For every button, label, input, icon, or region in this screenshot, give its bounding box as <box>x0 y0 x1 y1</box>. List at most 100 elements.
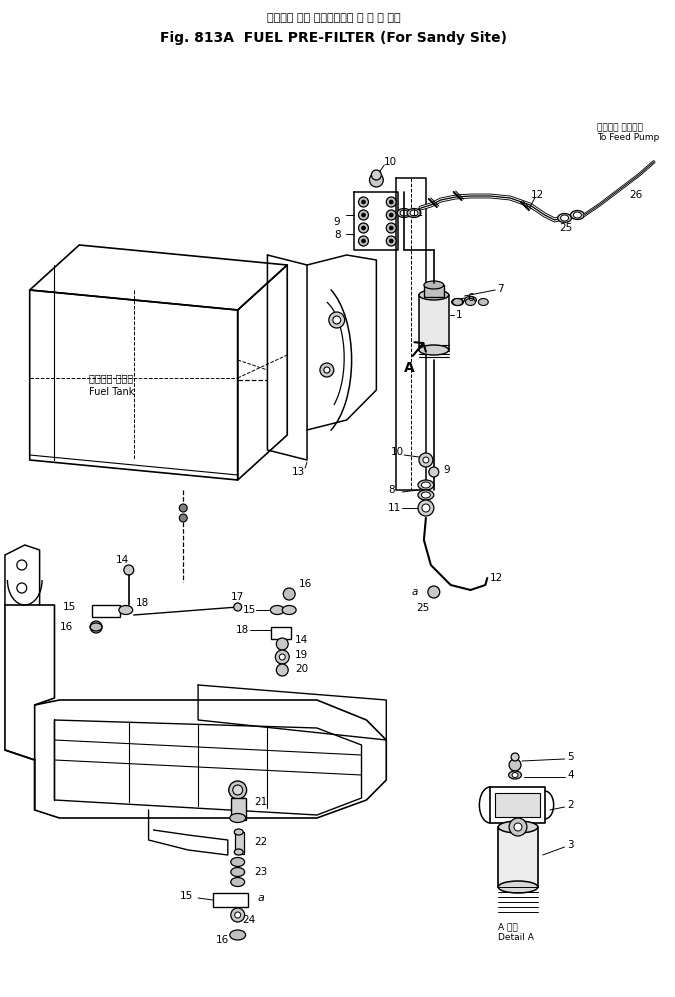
Ellipse shape <box>231 867 244 876</box>
Text: 15: 15 <box>180 891 194 901</box>
Ellipse shape <box>271 605 284 614</box>
Circle shape <box>386 223 396 233</box>
Bar <box>495 793 540 817</box>
Circle shape <box>276 638 288 650</box>
Text: 7: 7 <box>497 284 504 294</box>
Text: a: a <box>258 893 265 903</box>
Text: 16: 16 <box>59 622 73 632</box>
Circle shape <box>235 912 241 918</box>
Text: 21: 21 <box>254 797 268 807</box>
Circle shape <box>362 239 365 243</box>
Circle shape <box>358 210 369 220</box>
Circle shape <box>17 560 27 570</box>
Ellipse shape <box>418 480 434 490</box>
Ellipse shape <box>574 212 581 218</box>
Text: 20: 20 <box>295 664 308 674</box>
Circle shape <box>428 586 439 598</box>
Circle shape <box>362 200 365 204</box>
Circle shape <box>231 908 244 922</box>
Circle shape <box>180 514 187 522</box>
Circle shape <box>389 239 394 243</box>
Circle shape <box>124 565 134 575</box>
Text: 25: 25 <box>560 223 573 233</box>
Text: A 詳細: A 詳細 <box>498 922 518 931</box>
Circle shape <box>423 457 429 463</box>
Circle shape <box>362 213 365 217</box>
Ellipse shape <box>231 857 244 866</box>
Text: 14: 14 <box>295 635 308 645</box>
Circle shape <box>389 226 394 230</box>
Text: 9: 9 <box>443 465 450 475</box>
Ellipse shape <box>419 290 449 300</box>
Circle shape <box>180 504 187 512</box>
Text: 15: 15 <box>62 602 76 612</box>
Ellipse shape <box>230 814 246 823</box>
Text: 22: 22 <box>254 837 268 847</box>
Circle shape <box>358 223 369 233</box>
Text: 15: 15 <box>242 605 256 615</box>
Circle shape <box>329 312 345 328</box>
Ellipse shape <box>498 821 538 833</box>
Circle shape <box>514 823 522 831</box>
Text: 16: 16 <box>216 935 230 945</box>
Text: 18: 18 <box>236 625 249 635</box>
Bar <box>419 295 449 350</box>
Text: Fuel Tank: Fuel Tank <box>89 387 134 397</box>
Ellipse shape <box>424 281 443 289</box>
Text: 8: 8 <box>333 230 340 240</box>
Text: 11: 11 <box>388 503 402 513</box>
Circle shape <box>509 818 527 836</box>
Circle shape <box>511 753 519 761</box>
Circle shape <box>389 200 394 204</box>
Text: 18: 18 <box>136 598 149 608</box>
Circle shape <box>369 173 383 187</box>
Ellipse shape <box>407 208 421 217</box>
Ellipse shape <box>421 482 431 488</box>
Ellipse shape <box>234 849 243 855</box>
Ellipse shape <box>234 829 243 835</box>
Text: 3: 3 <box>568 840 574 850</box>
Ellipse shape <box>464 296 477 303</box>
Circle shape <box>233 785 242 795</box>
Ellipse shape <box>418 490 434 500</box>
Ellipse shape <box>466 298 475 305</box>
Ellipse shape <box>512 773 518 778</box>
Ellipse shape <box>498 881 538 893</box>
Circle shape <box>90 621 102 633</box>
Text: 10: 10 <box>384 157 398 167</box>
Circle shape <box>418 500 434 516</box>
Bar <box>424 285 443 297</box>
Ellipse shape <box>453 298 462 305</box>
Text: a: a <box>412 587 418 597</box>
Text: 25: 25 <box>416 603 429 613</box>
Bar <box>92 605 120 617</box>
Text: 19: 19 <box>295 650 308 660</box>
Text: A: A <box>404 361 415 375</box>
Ellipse shape <box>400 210 408 216</box>
Text: 24: 24 <box>242 915 256 925</box>
Ellipse shape <box>479 298 488 305</box>
Ellipse shape <box>419 345 449 355</box>
Ellipse shape <box>558 213 572 222</box>
Text: 8: 8 <box>388 485 395 495</box>
Text: 4: 4 <box>568 770 574 780</box>
Circle shape <box>320 363 333 377</box>
Circle shape <box>333 316 341 324</box>
Circle shape <box>509 759 521 771</box>
Text: To Feed Pump: To Feed Pump <box>597 134 659 143</box>
Text: 11: 11 <box>411 208 425 218</box>
Text: 1: 1 <box>456 310 462 320</box>
Circle shape <box>362 226 365 230</box>
Ellipse shape <box>570 210 585 219</box>
Ellipse shape <box>231 877 244 886</box>
Ellipse shape <box>230 930 246 940</box>
Text: 12: 12 <box>531 190 544 200</box>
Text: 16: 16 <box>299 579 313 589</box>
Text: 10: 10 <box>392 447 404 457</box>
Ellipse shape <box>421 492 431 498</box>
Bar <box>271 627 291 639</box>
Text: Fig. 813A  FUEL PRE-FILTER (For Sandy Site): Fig. 813A FUEL PRE-FILTER (For Sandy Sit… <box>160 31 508 45</box>
Circle shape <box>422 504 430 512</box>
Circle shape <box>371 170 381 180</box>
Circle shape <box>386 197 396 207</box>
